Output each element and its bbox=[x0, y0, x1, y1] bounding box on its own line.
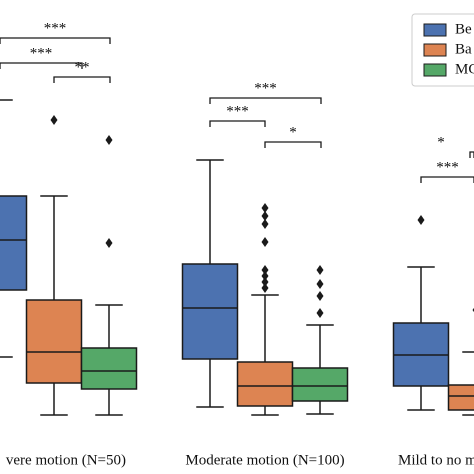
x-tick-label: Mild to no m bbox=[398, 452, 474, 468]
legend-swatch bbox=[423, 43, 447, 57]
significance-bracket bbox=[209, 120, 266, 127]
box bbox=[181, 263, 239, 360]
significance-label: *** bbox=[226, 103, 249, 119]
legend-label: Ba bbox=[455, 41, 472, 57]
flier bbox=[105, 238, 113, 248]
flier bbox=[316, 308, 324, 318]
significance-label: * bbox=[289, 124, 297, 140]
flier bbox=[316, 291, 324, 301]
significance-label: ** bbox=[75, 59, 90, 75]
box bbox=[80, 347, 138, 390]
flier bbox=[261, 277, 269, 287]
flier bbox=[261, 265, 269, 275]
flier bbox=[105, 135, 113, 145]
significance-bracket bbox=[264, 141, 322, 148]
box bbox=[236, 361, 294, 407]
flier bbox=[417, 215, 425, 225]
significance-label: *** bbox=[44, 20, 67, 36]
legend-swatch bbox=[423, 23, 447, 37]
significance-bracket bbox=[209, 97, 322, 104]
box bbox=[25, 299, 83, 384]
box bbox=[291, 367, 349, 402]
x-tick-label: Moderate motion (N=100) bbox=[185, 452, 344, 468]
significance-label: *** bbox=[30, 45, 53, 61]
flier bbox=[261, 271, 269, 281]
significance-label: *** bbox=[254, 80, 277, 96]
significance-label: *** bbox=[436, 159, 459, 175]
significance-bracket bbox=[469, 151, 474, 158]
flier bbox=[261, 211, 269, 221]
flier bbox=[316, 265, 324, 275]
flier bbox=[261, 283, 269, 293]
legend-label: Be bbox=[455, 21, 472, 37]
legend-label: MC bbox=[455, 61, 474, 77]
flier bbox=[261, 237, 269, 247]
flier bbox=[50, 115, 58, 125]
significance-bracket bbox=[420, 176, 474, 183]
flier bbox=[261, 219, 269, 229]
flier bbox=[316, 279, 324, 289]
legend-swatch bbox=[423, 63, 447, 77]
box bbox=[447, 384, 474, 411]
flier bbox=[261, 203, 269, 213]
significance-bracket bbox=[53, 76, 111, 83]
box bbox=[0, 195, 28, 291]
significance-bracket bbox=[0, 62, 83, 69]
significance-label: * bbox=[437, 134, 445, 150]
x-tick-label: vere motion (N=50) bbox=[6, 452, 126, 468]
significance-bracket bbox=[0, 37, 111, 44]
